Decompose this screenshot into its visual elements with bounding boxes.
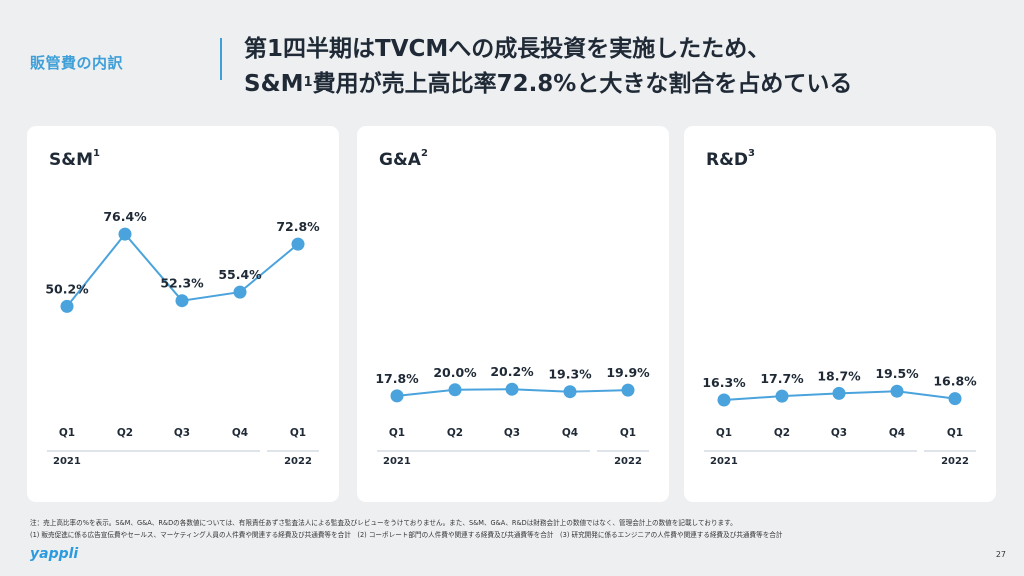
data-point xyxy=(60,299,74,313)
ga-chart: 17.8% Q1 20.0% Q2 20.2% Q3 19.3% Q4 19.9% Q1 2021 2… xyxy=(375,364,650,467)
chart-title-text: G&A xyxy=(379,150,421,170)
sm-chart-card: S&M1 50.2% Q1 76.4% Q2 52.3% Q3 55.4% Q4 72.8% Q1… xyxy=(27,126,339,502)
x-tick-label: Q2 xyxy=(117,427,133,439)
data-point xyxy=(505,382,519,396)
ga-chart-card: G&A2 17.8% Q1 20.0% Q2 20.2% Q3 19.3% Q4 19.9% Q1… xyxy=(357,126,669,502)
x-tick-label: Q1 xyxy=(620,427,636,439)
chart-title-text: S&M xyxy=(49,150,93,170)
data-label: 16.8% xyxy=(933,374,977,389)
x-tick-label: Q1 xyxy=(716,427,732,439)
x-tick-label: Q2 xyxy=(447,427,463,439)
section-label: 販管費の内訳 xyxy=(30,54,124,72)
headline-sup: 1 xyxy=(303,75,313,90)
chart-title: S&M1 xyxy=(49,148,100,170)
x-tick-label: Q3 xyxy=(174,427,190,439)
data-point xyxy=(291,237,305,251)
x-tick-label: Q4 xyxy=(562,427,578,439)
x-tick-label: Q4 xyxy=(232,427,248,439)
data-label: 52.3% xyxy=(160,276,204,291)
rd-chart: 16.3% Q1 17.7% Q2 18.7% Q3 19.5% Q4 16.8% Q1 2021 2… xyxy=(702,366,977,467)
chart-title-sup: 3 xyxy=(748,148,755,159)
sm-chart: 50.2% Q1 76.4% Q2 52.3% Q3 55.4% Q4 72.8% Q1 2021 2… xyxy=(45,209,320,467)
data-point xyxy=(775,389,789,403)
data-label: 19.3% xyxy=(548,367,592,382)
data-label: 50.2% xyxy=(45,281,89,296)
data-label: 19.9% xyxy=(606,365,650,380)
data-label: 16.3% xyxy=(702,375,746,390)
x-tick-label: Q3 xyxy=(504,427,520,439)
rd-chart-card: R&D3 16.3% Q1 17.7% Q2 18.7% Q3 19.5% Q4 16.8% Q1… xyxy=(684,126,996,502)
data-point xyxy=(175,294,189,308)
data-label: 20.2% xyxy=(490,364,534,379)
x-tick-label: Q1 xyxy=(290,427,306,439)
data-label: 55.4% xyxy=(218,267,262,282)
data-point xyxy=(448,383,462,397)
year-label-2022: 2022 xyxy=(284,456,312,467)
data-point xyxy=(717,393,731,407)
chart-title: R&D3 xyxy=(706,148,755,170)
data-label: 72.8% xyxy=(276,219,320,234)
data-point xyxy=(890,384,904,398)
data-label: 76.4% xyxy=(103,209,147,224)
headline-rest: 費用が売上高比率72.8%と大きな割合を占めている xyxy=(312,71,853,97)
x-tick-label: Q1 xyxy=(59,427,75,439)
data-label: 17.8% xyxy=(375,371,419,386)
headline-line-1: 第1四半期はTVCMへの成長投資を実施したため、 xyxy=(244,36,771,62)
year-label-2021: 2021 xyxy=(383,456,411,467)
x-tick-label: Q2 xyxy=(774,427,790,439)
data-point xyxy=(563,385,577,399)
headline: 第1四半期はTVCMへの成長投資を実施したため、 S&M1費用が売上高比率72.… xyxy=(244,32,852,102)
year-label-2021: 2021 xyxy=(53,456,81,467)
chart-title-text: R&D xyxy=(706,150,749,170)
x-tick-label: Q4 xyxy=(889,427,905,439)
data-label: 18.7% xyxy=(817,368,861,383)
data-label: 17.7% xyxy=(760,371,804,386)
data-label: 19.5% xyxy=(875,366,919,381)
data-point xyxy=(948,392,962,406)
data-point xyxy=(832,386,846,400)
headline-sm: S&M xyxy=(244,71,304,97)
year-label-2021: 2021 xyxy=(710,456,738,467)
chart-title-sup: 2 xyxy=(420,148,428,159)
title-divider xyxy=(220,38,222,80)
x-tick-label: Q3 xyxy=(831,427,847,439)
data-point xyxy=(390,389,404,403)
data-point xyxy=(233,285,247,299)
page-number: 27 xyxy=(995,550,1006,559)
data-label: 20.0% xyxy=(433,365,477,380)
x-tick-label: Q1 xyxy=(947,427,963,439)
footnote-1: 注：売上高比率の%を表示。S&M、G&A、R&Dの各数値については、有限責任あず… xyxy=(30,519,737,527)
chart-title: G&A2 xyxy=(379,148,428,170)
data-point xyxy=(621,383,635,397)
year-label-2022: 2022 xyxy=(941,456,969,467)
x-tick-label: Q1 xyxy=(389,427,405,439)
yappli-logo: yappli xyxy=(30,546,79,562)
footnote-2: (1) 販売促進に係る広告宣伝費やセールス、マーケティング人員の人件費や関連する… xyxy=(30,531,783,539)
year-label-2022: 2022 xyxy=(614,456,642,467)
chart-title-sup: 1 xyxy=(93,148,100,159)
headline-line-2: S&M1費用が売上高比率72.8%と大きな割合を占めている xyxy=(244,67,852,102)
data-point xyxy=(118,227,132,241)
